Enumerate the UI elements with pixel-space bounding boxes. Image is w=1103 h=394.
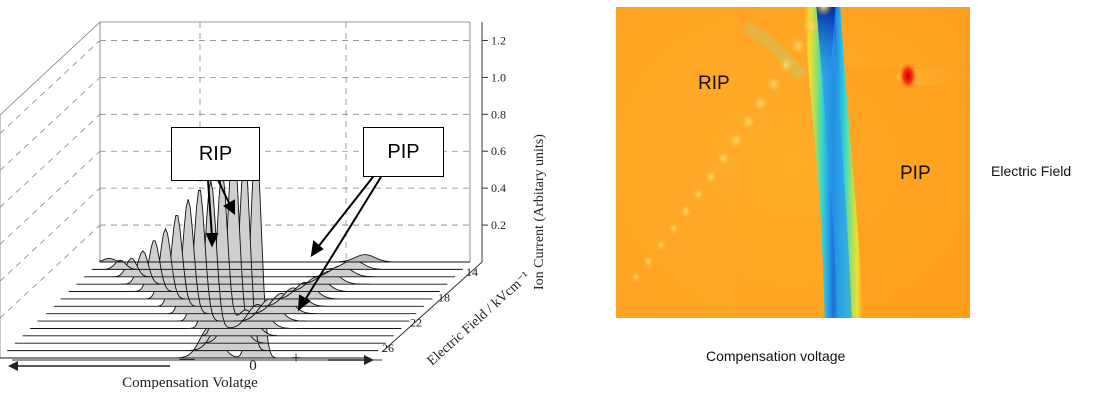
pip-arrowhead-1 <box>310 240 324 257</box>
rip-arrow-1 <box>207 179 213 238</box>
x-tick-minus: — <box>179 351 196 367</box>
rip-arrowhead-2 <box>223 199 235 216</box>
rip-trail-dot <box>704 168 718 184</box>
main-band-core <box>816 7 852 318</box>
waterfall-trace <box>14 140 387 344</box>
x-axis-left-arrowhead <box>8 361 18 371</box>
waterfall-trace <box>46 199 417 315</box>
side-wall-gridline <box>0 224 101 319</box>
side-wall-gridline <box>0 150 101 245</box>
rip-trail-dot <box>802 16 820 36</box>
pip-arrow-1 <box>317 167 381 248</box>
y-tick-label: 22 <box>410 316 422 330</box>
faint-trail <box>743 21 807 81</box>
y-tick-label: 26 <box>382 341 394 355</box>
y-tick-label: 18 <box>438 290 450 304</box>
waterfall-trace <box>29 180 402 329</box>
x-axis-right-arrowhead <box>364 355 374 365</box>
rip-trail-dot <box>643 255 654 268</box>
z-axis-label: Ion Current (Arbitary units) <box>532 134 547 290</box>
rip-trail-dot <box>814 7 833 17</box>
rip-trail-dot <box>765 75 782 93</box>
rip-trail-dot <box>741 113 756 131</box>
rip-trail-dot <box>790 36 807 55</box>
dispersion-heatmap: RIP PIP <box>616 7 970 318</box>
z-tick-label: 0.6 <box>491 144 506 158</box>
z-tick-label: 1.2 <box>491 33 506 47</box>
waterfall-chart: 0.2 0.4 0.6 0.8 1.0 1.2 Ion Current (Arbitary… <box>0 21 547 391</box>
rip-trail-dot <box>655 238 667 252</box>
pip-spot <box>899 62 917 90</box>
pip-arrowhead-2 <box>297 294 311 312</box>
rip-diagonal-trail <box>631 7 833 283</box>
band-top-dark <box>816 7 836 77</box>
heatmap-pip-label: PIP <box>900 163 931 184</box>
z-tick-label: 0.8 <box>491 107 506 121</box>
rip-trail-dot <box>631 271 641 283</box>
rip-callout: RIP <box>171 127 260 181</box>
left-shade <box>616 7 736 318</box>
waterfall-traces <box>0 140 470 359</box>
waterfall-trace <box>6 158 379 352</box>
rip-trail-dot <box>753 94 769 112</box>
rip-trail-dot <box>729 132 743 149</box>
x-tick-plus: + <box>291 348 301 367</box>
rip-arrowhead-1 <box>205 233 219 248</box>
heatmap-y-label: Electric Field <box>991 163 1072 179</box>
x-axis-label: Compensation Volatge <box>122 375 258 389</box>
waterfall-trace <box>0 141 370 359</box>
waterfall-trace <box>36 190 411 322</box>
rip-arrow-2 <box>217 179 231 206</box>
side-wall-gridline <box>0 187 101 282</box>
side-wall-gridline <box>0 77 101 171</box>
waterfall-trace <box>53 215 424 307</box>
pip-callout: PIP <box>363 127 444 177</box>
waterfall-trace <box>99 254 470 263</box>
y-tick-label: 14 <box>466 265 478 279</box>
pip-arrow-2 <box>304 171 385 301</box>
rip-trail-dot <box>667 221 680 236</box>
rip-trail-dot <box>680 204 692 219</box>
z-tick-label: 0.2 <box>491 218 506 232</box>
rip-trail-dot <box>716 150 731 167</box>
heatmap-x-label: Compensation voltage <box>706 348 846 364</box>
z-tick-label: 0.4 <box>491 181 506 195</box>
heatmap-rip-label: RIP <box>698 73 730 94</box>
waterfall-svg: 0.2 0.4 0.6 0.8 1.0 1.2 Ion Current (Arbitary… <box>0 21 547 391</box>
side-wall-gridline <box>0 40 101 134</box>
side-wall-gridline <box>0 114 101 208</box>
callout-arrows <box>205 167 385 312</box>
waterfall-trace <box>76 250 448 285</box>
z-tick-label: 1.0 <box>491 70 506 84</box>
heatmap-svg <box>616 7 970 318</box>
rip-trail-dot <box>778 56 794 75</box>
waterfall-trace <box>68 240 441 292</box>
waterfall-trace <box>83 258 456 278</box>
x-tick-zero: 0 <box>249 358 257 374</box>
side-wall-top-edge <box>0 21 101 116</box>
waterfall-trace <box>59 227 434 300</box>
rip-trail-dot <box>692 186 705 202</box>
y-axis-line <box>381 261 483 353</box>
waterfall-trace <box>91 259 464 270</box>
